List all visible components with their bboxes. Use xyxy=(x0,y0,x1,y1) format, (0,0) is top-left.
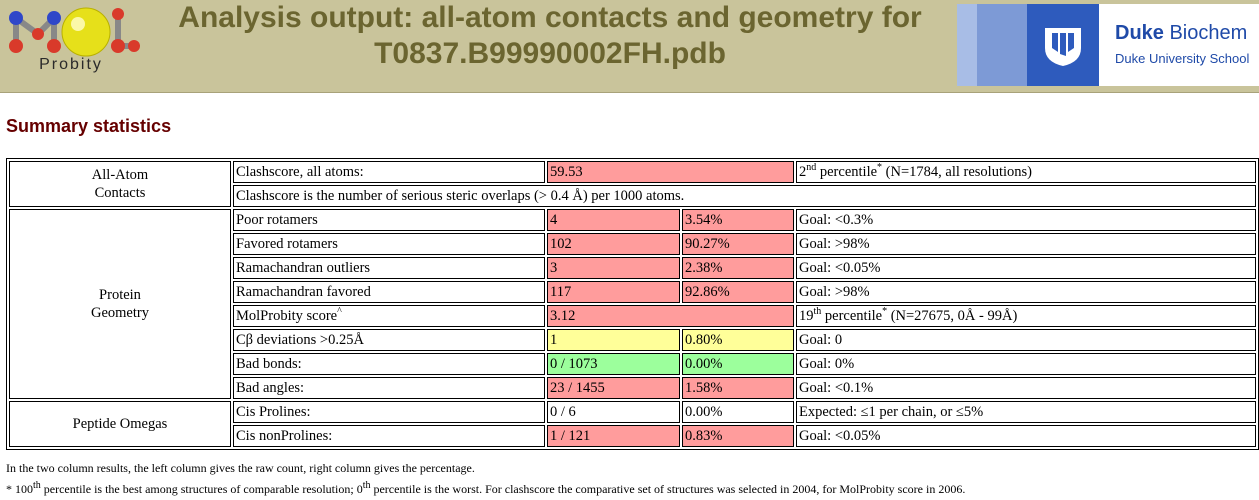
cis-nonprolines-label: Cis nonProlines: xyxy=(233,425,545,447)
category-protein-geometry: Protein Geometry xyxy=(9,209,231,399)
row-goal: Goal: >98% xyxy=(796,233,1256,255)
row-label: Cβ deviations >0.25Å xyxy=(233,329,545,351)
molprobity-logo[interactable]: Probity xyxy=(0,0,145,82)
table-row: Ramachandran favored 117 92.86% Goal: >9… xyxy=(9,281,1256,303)
row-label: Favored rotamers xyxy=(233,233,545,255)
row-count: 4 xyxy=(547,209,680,231)
table-row: Protein Geometry Poor rotamers 4 3.54% Go… xyxy=(9,209,1256,399)
row-percent: 90.27% xyxy=(682,233,794,255)
table-row: Bad bonds: 0 / 1073 0.00% Goal: 0% xyxy=(9,353,1256,375)
shield-icon xyxy=(1045,28,1081,66)
cis-prolines-count: 0 / 6 xyxy=(547,401,680,423)
clashscore-percentile: 2nd percentile* (N=1784, all resolutions… xyxy=(796,161,1256,183)
table-row: Favored rotamers 102 90.27% Goal: >98% xyxy=(9,233,1256,255)
clashscore-value: 59.53 xyxy=(547,161,794,183)
table-row: Cis nonProlines: 1 / 121 0.83% Goal: <0.… xyxy=(9,425,1256,447)
two-column-note: In the two column results, the left colu… xyxy=(6,461,475,475)
row-count: 1 xyxy=(547,329,680,351)
row-percent: 1.58% xyxy=(682,377,794,399)
molecule-icon xyxy=(9,7,140,57)
cis-prolines-goal: Expected: ≤1 per chain, or ≤5% xyxy=(796,401,1256,423)
cis-nonprolines-goal: Goal: <0.05% xyxy=(796,425,1256,447)
row-percent: 92.86% xyxy=(682,281,794,303)
row-count: 23 / 1455 xyxy=(547,377,680,399)
percentile-note: * 100th percentile is the best among str… xyxy=(6,480,966,497)
cis-nonprolines-percent: 0.83% xyxy=(682,425,794,447)
table-row: Peptide Omegas Cis Prolines: 0 / 6 0.00%… xyxy=(9,401,1256,447)
molprobity-percentile: 19th percentile* (N=27675, 0Å - 99Å) xyxy=(796,305,1256,327)
row-goal: Goal: 0 xyxy=(796,329,1256,351)
duke-biochem-logo[interactable]: Duke Biochem Duke University School xyxy=(957,4,1259,86)
title-line-1: Analysis output: all-atom contacts and g… xyxy=(178,1,922,34)
row-goal: Goal: >98% xyxy=(796,281,1256,303)
table-row: Bad angles: 23 / 1455 1.58% Goal: <0.1% xyxy=(9,377,1256,399)
category-all-atom-contacts: All-Atom Contacts xyxy=(9,161,231,207)
page-header: Probity Analysis output: all-atom contac… xyxy=(0,0,1259,93)
title-line-2: T0837.B99990002FH.pdb xyxy=(374,37,726,70)
row-label: Ramachandran outliers xyxy=(233,257,545,279)
row-count: 0 / 1073 xyxy=(547,353,680,375)
cis-prolines-percent: 0.00% xyxy=(682,401,794,423)
table-row: MolProbity score^ 3.12 19th percentile* … xyxy=(9,305,1256,327)
page-title: Analysis output: all-atom contacts and g… xyxy=(150,0,950,72)
row-count: 117 xyxy=(547,281,680,303)
logo-text: Probity xyxy=(39,56,103,73)
clashscore-note: Clashscore is the number of serious ster… xyxy=(233,185,1256,207)
cis-nonprolines-count: 1 / 121 xyxy=(547,425,680,447)
clashscore-label: Clashscore, all atoms: xyxy=(233,161,545,183)
row-percent: 0.80% xyxy=(682,329,794,351)
row-goal: Goal: 0% xyxy=(796,353,1256,375)
section-title: Summary statistics xyxy=(6,116,172,136)
molprobity-score-label: MolProbity score^ xyxy=(233,305,545,327)
table-row: Clashscore is the number of serious ster… xyxy=(9,185,1256,207)
row-count: 3 xyxy=(547,257,680,279)
cis-prolines-label: Cis Prolines: xyxy=(233,401,545,423)
row-label: Bad angles: xyxy=(233,377,545,399)
table-row: All-Atom Contacts Clashscore, all atoms: … xyxy=(9,161,1256,207)
duke-name: Duke Biochem xyxy=(1115,22,1248,44)
category-peptide-omegas: Peptide Omegas xyxy=(9,401,231,447)
row-label: Bad bonds: xyxy=(233,353,545,375)
row-goal: Goal: <0.3% xyxy=(796,209,1256,231)
summary-statistics-table: All-Atom Contacts Clashscore, all atoms: … xyxy=(6,158,1259,450)
row-percent: 2.38% xyxy=(682,257,794,279)
row-percent: 3.54% xyxy=(682,209,794,231)
molprobity-score-value: 3.12 xyxy=(547,305,794,327)
row-goal: Goal: <0.1% xyxy=(796,377,1256,399)
duke-subtitle: Duke University School xyxy=(1115,51,1250,66)
row-percent: 0.00% xyxy=(682,353,794,375)
row-goal: Goal: <0.05% xyxy=(796,257,1256,279)
duke-shield-block xyxy=(1027,4,1099,86)
logo-stripe xyxy=(957,4,977,86)
table-row: Ramachandran outliers 3 2.38% Goal: <0.0… xyxy=(9,257,1256,279)
logo-stripe xyxy=(977,4,1027,86)
row-count: 102 xyxy=(547,233,680,255)
row-label: Ramachandran favored xyxy=(233,281,545,303)
row-label: Poor rotamers xyxy=(233,209,545,231)
table-row: Cβ deviations >0.25Å 1 0.80% Goal: 0 xyxy=(9,329,1256,351)
